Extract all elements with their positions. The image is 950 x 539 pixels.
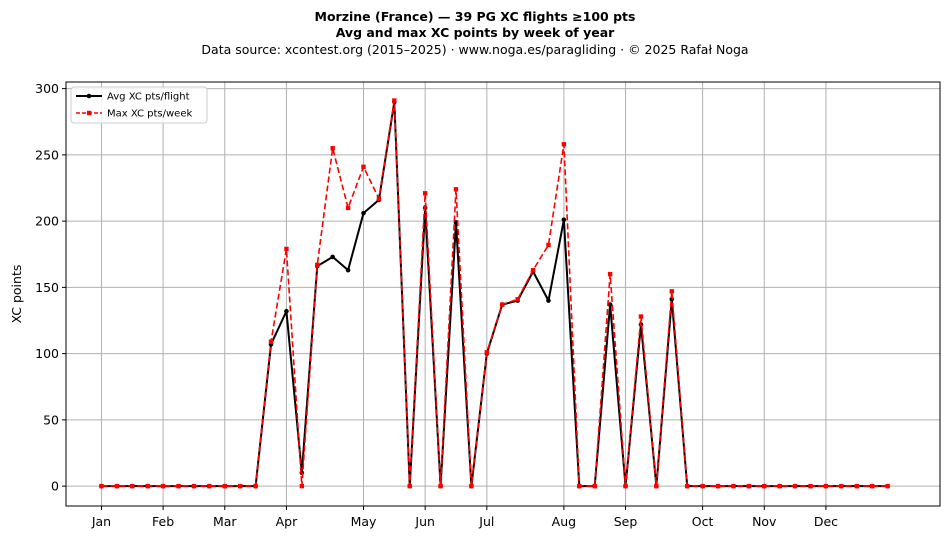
data-point-max: [160, 483, 166, 489]
data-point-max: [700, 483, 705, 489]
data-point-max: [176, 483, 181, 489]
data-point-max: [453, 187, 459, 192]
chart-subtitle: Avg and max XC points by week of year: [335, 25, 615, 40]
y-tick-label: 150: [35, 280, 59, 295]
data-point-max: [407, 483, 412, 489]
data-point-avg: [330, 254, 335, 260]
plot-frame: [65, 81, 941, 507]
x-tick-label: Sep: [614, 514, 638, 529]
data-point-max: [330, 146, 335, 151]
data-point-max: [561, 142, 567, 147]
data-point-avg: [284, 308, 289, 314]
data-point-max: [792, 483, 798, 489]
data-point-max: [376, 196, 382, 201]
legend-marker: [87, 110, 92, 116]
y-tick-label: 100: [35, 346, 59, 361]
data-point-max: [469, 483, 474, 489]
data-point-max: [546, 242, 551, 248]
data-point-max: [715, 483, 721, 489]
data-point-max: [130, 483, 135, 489]
x-tick-label: Aug: [552, 514, 576, 529]
legend-box: [70, 86, 208, 124]
data-point-max: [422, 191, 428, 196]
y-tick-label: 250: [35, 147, 59, 162]
data-point-max: [607, 271, 613, 277]
data-point-max: [623, 483, 628, 489]
data-point-max: [731, 483, 736, 489]
data-point-max: [638, 314, 644, 319]
data-point-max: [577, 483, 582, 489]
legend-marker: [86, 93, 92, 99]
x-tick-label: Feb: [152, 514, 174, 529]
x-tick-label: Apr: [276, 514, 298, 529]
data-point-max: [145, 483, 150, 489]
data-point-max: [685, 483, 690, 489]
data-point-avg: [345, 267, 351, 273]
x-tick-label: Nov: [752, 514, 777, 529]
data-point-avg: [561, 217, 567, 223]
data-point-max: [839, 483, 844, 489]
chart-source: Data source: xcontest.org (2015–2025) · …: [201, 42, 749, 57]
data-point-max: [669, 289, 674, 294]
data-point-max: [438, 483, 443, 489]
data-point-max: [654, 483, 659, 489]
data-point-max: [530, 267, 536, 273]
data-point-max: [222, 483, 227, 489]
chart-title: Morzine (France) — 39 PG XC flights ≥100…: [314, 9, 636, 24]
data-point-max: [515, 297, 520, 302]
legend-label: Avg XC pts/flight: [107, 92, 190, 103]
data-point-max: [99, 483, 104, 489]
data-point-max: [885, 483, 890, 489]
x-tick-label: Jul: [478, 514, 494, 529]
data-point-avg: [361, 210, 366, 216]
chart-titles: Morzine (France) — 39 PG XC flights ≥100…: [0, 9, 950, 58]
x-tick-label: Oct: [692, 514, 714, 529]
data-point-max: [345, 205, 351, 211]
data-point-avg: [546, 298, 551, 303]
series-line-avg: [101, 100, 888, 488]
data-point-max: [762, 483, 767, 489]
legend-label: Max XC pts/week: [107, 109, 192, 120]
x-tick-label: Jan: [91, 514, 111, 529]
data-point-max: [484, 350, 490, 355]
legend: Avg XC pts/flight Max XC pts/week: [70, 86, 208, 124]
data-point-max: [500, 302, 505, 307]
data-point-max: [746, 483, 752, 489]
data-point-max: [854, 483, 859, 489]
x-tick-label: Dec: [814, 514, 838, 529]
series-line-max: [101, 99, 888, 487]
grid-lines: [66, 82, 940, 506]
x-tick-label: May: [351, 514, 377, 529]
y-axis-label: XC points: [9, 265, 24, 324]
data-point-max: [284, 246, 289, 252]
y-tick-label: 0: [51, 479, 59, 494]
data-point-max: [392, 98, 397, 103]
data-point-max: [361, 164, 366, 169]
data-point-avg: [607, 302, 613, 307]
data-point-max: [207, 483, 212, 489]
axes: 0 50 100 150 200 250 300 Jan Feb Mar Apr May Jun Jul A…: [35, 81, 838, 529]
y-tick-label: 200: [35, 214, 59, 229]
data-point-max: [592, 483, 597, 489]
data-point-max: [268, 339, 274, 344]
data-point-max: [253, 483, 258, 489]
x-tick-label: Jun: [414, 514, 435, 529]
data-point-max: [114, 483, 120, 489]
x-tick-label: Mar: [213, 514, 237, 529]
data-point-max: [237, 483, 243, 489]
y-tick-label: 50: [43, 412, 59, 427]
data-point-max: [315, 262, 320, 268]
y-tick-label: 300: [35, 81, 59, 96]
series-layer: [99, 98, 890, 489]
data-point-max: [299, 483, 305, 489]
data-point-max: [191, 483, 197, 489]
data-point-max: [823, 483, 829, 489]
data-point-max: [869, 483, 875, 489]
data-point-max: [808, 483, 813, 489]
data-point-max: [777, 483, 782, 489]
